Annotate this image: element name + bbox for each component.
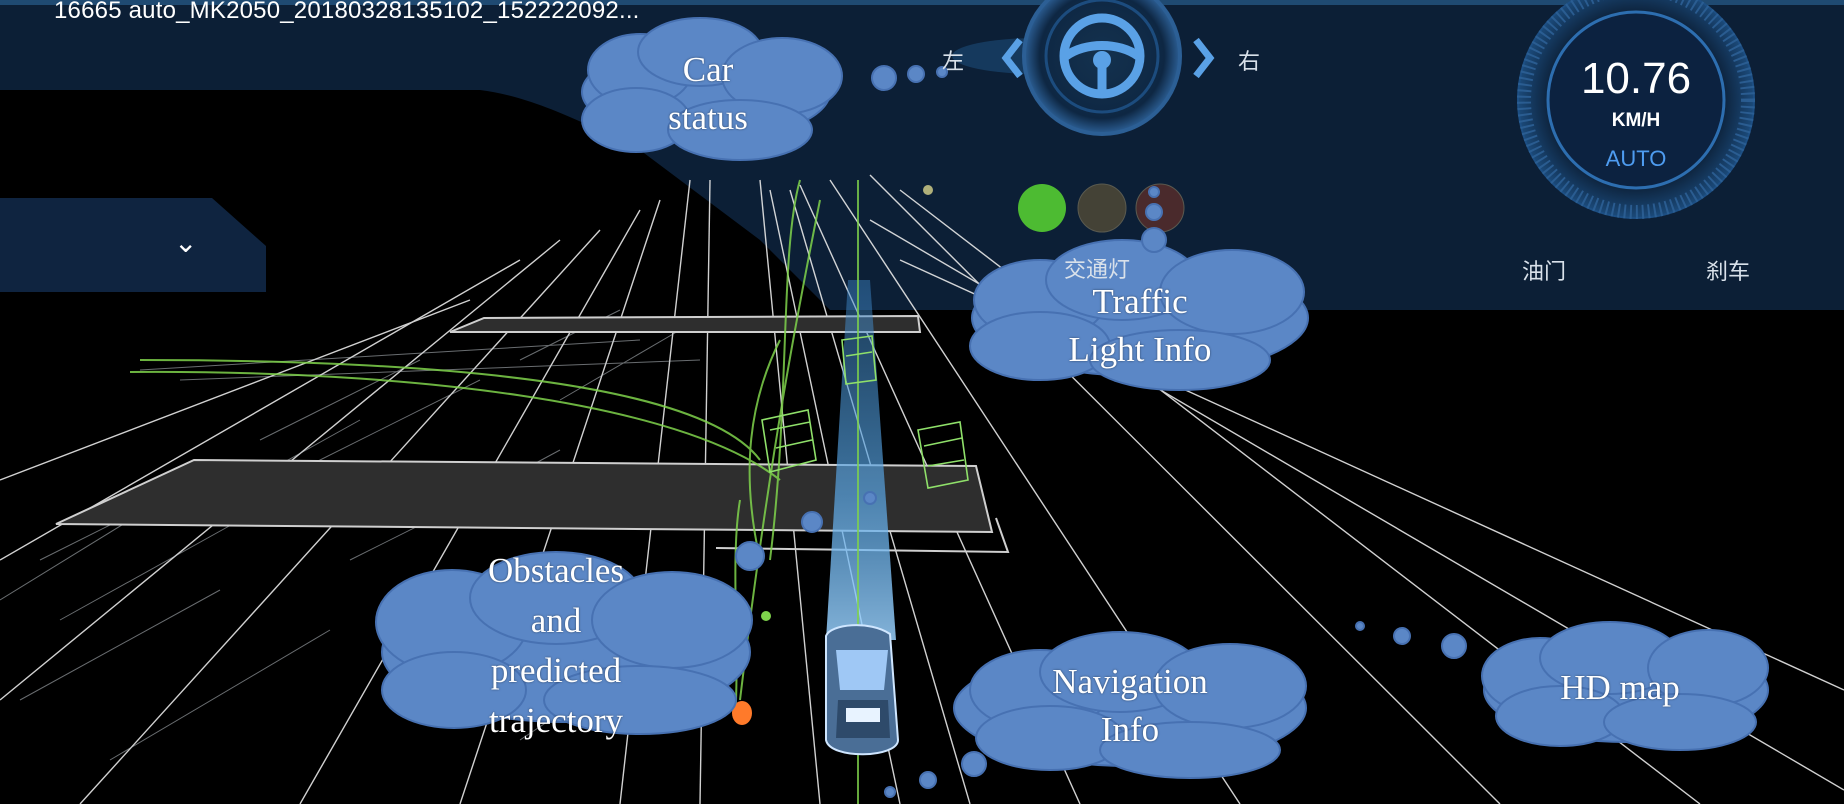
- steer-right-chevron-icon[interactable]: [1193, 37, 1215, 79]
- steer-left-label: 左: [942, 50, 965, 75]
- callout-traffic-light-info: Traffic Light Info: [1020, 278, 1260, 374]
- cloud-obstacles: [375, 491, 877, 735]
- cloud-car-status: [581, 17, 948, 161]
- chevron-down-icon[interactable]: ⌄: [174, 226, 198, 259]
- hud-panel: [0, 0, 1844, 310]
- steering-widget[interactable]: [952, 0, 1215, 136]
- obstacle-dots: [732, 185, 933, 725]
- speed-unit: KM/H: [1611, 110, 1661, 131]
- traffic-light-label: 交通灯: [1064, 258, 1131, 283]
- top-strip: [0, 0, 1844, 5]
- callout-car-status: Car status: [600, 46, 816, 142]
- window-title: 16665 auto_MK2050_20180328135102_1522220…: [54, 0, 640, 24]
- callout-navigation-info: Navigation Info: [1010, 658, 1250, 754]
- callout-line: Traffic: [1092, 282, 1188, 321]
- speed-value: 10.76: [1580, 54, 1692, 103]
- traffic-light-bulb-0: [1018, 184, 1066, 232]
- predicted-trajectories: [129, 179, 821, 721]
- stop-line: [715, 517, 1010, 554]
- callout-line: Light Info: [1068, 330, 1212, 369]
- callout-hd-map: HD map: [1520, 664, 1720, 712]
- callout-line: status: [668, 98, 748, 137]
- callout-line: HD map: [1560, 668, 1680, 707]
- collapse-dropdown[interactable]: ⌄: [0, 198, 266, 292]
- callout-line: Obstacles: [487, 551, 625, 590]
- steer-left-chevron-icon[interactable]: [1001, 37, 1023, 79]
- speedometer-dial: [1517, 0, 1755, 219]
- callout-line: trajectory: [488, 701, 624, 740]
- steer-right-label: 右: [1238, 50, 1261, 75]
- callout-line: Car: [682, 50, 734, 89]
- traffic-light-bulb-1: [1077, 183, 1127, 233]
- callout-line: Navigation: [1052, 662, 1208, 701]
- cloud-navigation-info: [884, 631, 1307, 798]
- brake-label: 刹车: [1706, 260, 1751, 285]
- callout-obstacles: Obstacles and predicted trajectory: [436, 546, 676, 746]
- callout-line: predicted: [490, 651, 622, 690]
- crosswalk-near: [55, 458, 994, 534]
- cloud-hd-map: [1355, 621, 1769, 751]
- planning-beam: [826, 280, 896, 640]
- callout-line: Info: [1100, 710, 1160, 749]
- callout-line: and: [530, 601, 582, 640]
- cloud-traffic-light-info: [969, 186, 1309, 391]
- drive-mode: AUTO: [1605, 146, 1667, 171]
- ego-vehicle: [825, 624, 900, 756]
- throttle-label: 油门: [1522, 260, 1567, 285]
- obstacle-boxes: [761, 335, 969, 489]
- crosswalk-far: [449, 314, 922, 333]
